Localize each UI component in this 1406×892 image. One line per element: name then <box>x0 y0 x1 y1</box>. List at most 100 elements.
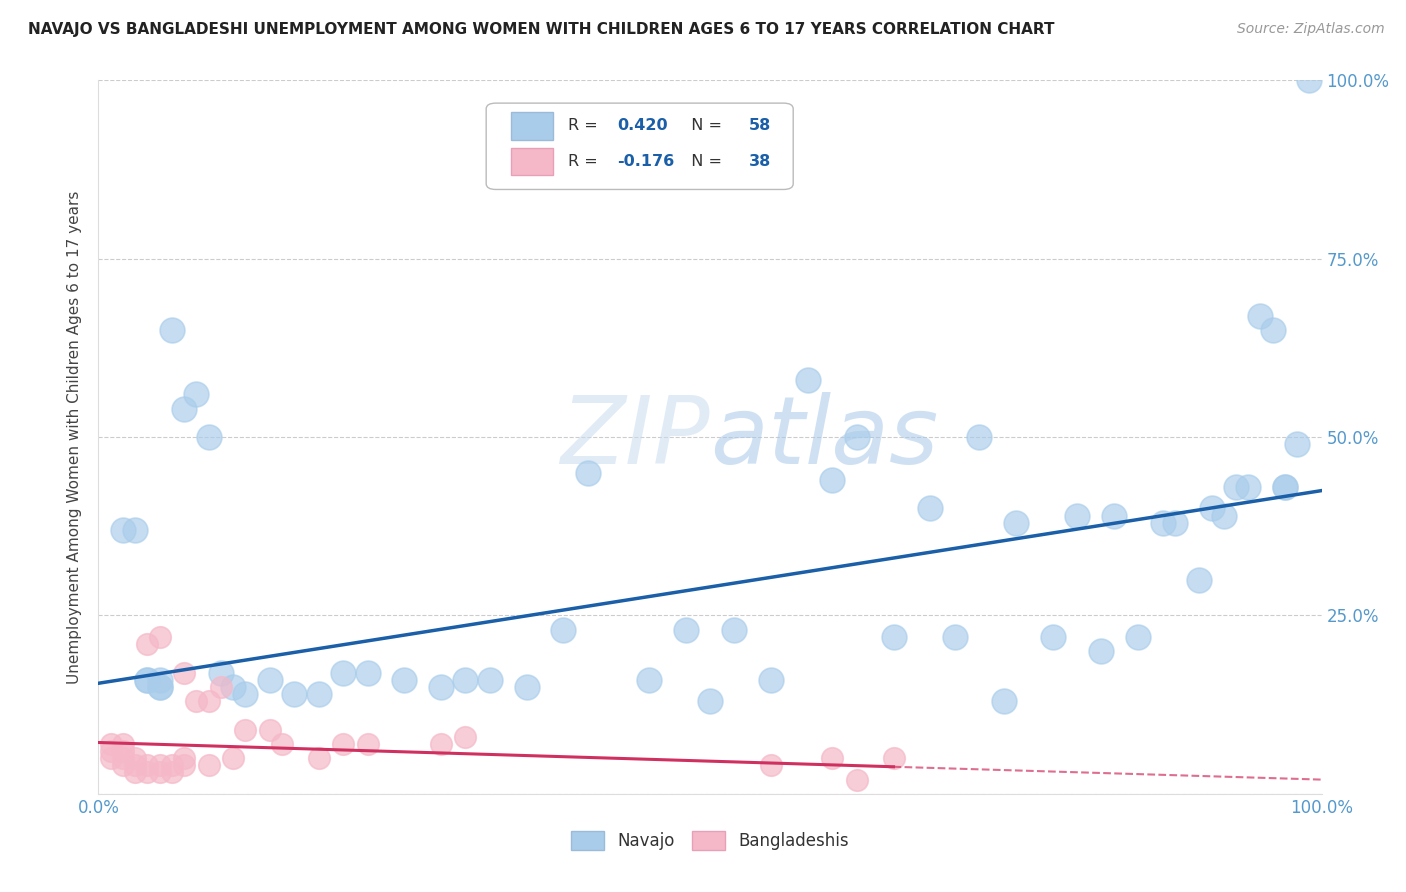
Point <box>222 680 245 694</box>
Point <box>967 430 990 444</box>
Point <box>1286 437 1309 451</box>
Point <box>283 687 305 701</box>
Point <box>111 744 134 758</box>
Point <box>392 673 416 687</box>
Point <box>332 665 354 680</box>
Point <box>209 680 232 694</box>
Point <box>1274 480 1296 494</box>
Text: Source: ZipAtlas.com: Source: ZipAtlas.com <box>1237 22 1385 37</box>
Legend: Navajo, Bangladeshis: Navajo, Bangladeshis <box>564 824 856 857</box>
Point <box>149 630 172 644</box>
Point <box>553 623 575 637</box>
Point <box>454 673 477 687</box>
Point <box>100 751 122 765</box>
FancyBboxPatch shape <box>486 103 793 189</box>
Point <box>1274 480 1296 494</box>
Point <box>270 737 294 751</box>
Point <box>136 673 159 687</box>
Text: 38: 38 <box>749 154 772 169</box>
Point <box>821 751 844 765</box>
Point <box>1042 630 1064 644</box>
Point <box>149 673 172 687</box>
Point <box>1066 508 1088 523</box>
Point <box>186 694 208 708</box>
Point <box>197 430 219 444</box>
Point <box>160 323 183 337</box>
Point <box>723 623 745 637</box>
Point <box>845 430 868 444</box>
Point <box>515 680 537 694</box>
Point <box>1090 644 1112 658</box>
Point <box>1164 516 1187 530</box>
Point <box>1102 508 1125 523</box>
Text: 58: 58 <box>749 119 772 134</box>
Point <box>209 665 232 680</box>
Point <box>1004 516 1026 530</box>
Point <box>173 758 195 772</box>
Point <box>454 730 477 744</box>
Point <box>160 765 183 780</box>
Text: atlas: atlas <box>710 392 938 483</box>
Point <box>1128 630 1150 644</box>
Point <box>761 758 783 772</box>
Point <box>308 687 330 701</box>
Text: -0.176: -0.176 <box>617 154 675 169</box>
Point <box>920 501 942 516</box>
Point <box>259 673 281 687</box>
Point <box>149 758 172 772</box>
Point <box>136 765 159 780</box>
Point <box>699 694 721 708</box>
Point <box>1225 480 1247 494</box>
Point <box>308 751 330 765</box>
Point <box>222 751 245 765</box>
Point <box>761 673 783 687</box>
Point <box>259 723 281 737</box>
Point <box>883 630 905 644</box>
Point <box>576 466 599 480</box>
Point <box>637 673 661 687</box>
Text: R =: R = <box>568 119 603 134</box>
Point <box>100 744 122 758</box>
Point <box>173 751 195 765</box>
Point <box>430 737 453 751</box>
Text: N =: N = <box>681 119 727 134</box>
Point <box>124 751 146 765</box>
Point <box>197 694 219 708</box>
Point <box>124 523 146 537</box>
Point <box>100 737 122 751</box>
Point <box>149 680 172 694</box>
Point <box>149 680 172 694</box>
Y-axis label: Unemployment Among Women with Children Ages 6 to 17 years: Unemployment Among Women with Children A… <box>67 190 83 684</box>
Point <box>233 723 256 737</box>
Point <box>160 758 183 772</box>
Point <box>136 637 159 651</box>
Point <box>821 473 844 487</box>
Point <box>173 665 195 680</box>
Point <box>136 673 159 687</box>
Point <box>186 387 208 401</box>
Point <box>1201 501 1223 516</box>
Point <box>124 758 146 772</box>
Point <box>111 737 134 751</box>
Point <box>993 694 1015 708</box>
Text: ZIP: ZIP <box>561 392 710 483</box>
Point <box>845 772 868 787</box>
Point <box>883 751 905 765</box>
Point <box>136 758 159 772</box>
Point <box>943 630 966 644</box>
Point <box>1188 573 1211 587</box>
Point <box>1212 508 1234 523</box>
Point <box>124 765 146 780</box>
Point <box>111 758 134 772</box>
Point <box>1261 323 1284 337</box>
Point <box>332 737 354 751</box>
Point <box>1152 516 1174 530</box>
Point <box>675 623 697 637</box>
Point <box>1237 480 1260 494</box>
Text: R =: R = <box>568 154 603 169</box>
Text: 0.420: 0.420 <box>617 119 668 134</box>
Point <box>173 401 195 416</box>
Text: NAVAJO VS BANGLADESHI UNEMPLOYMENT AMONG WOMEN WITH CHILDREN AGES 6 TO 17 YEARS : NAVAJO VS BANGLADESHI UNEMPLOYMENT AMONG… <box>28 22 1054 37</box>
FancyBboxPatch shape <box>510 148 554 175</box>
Point <box>1249 309 1271 323</box>
